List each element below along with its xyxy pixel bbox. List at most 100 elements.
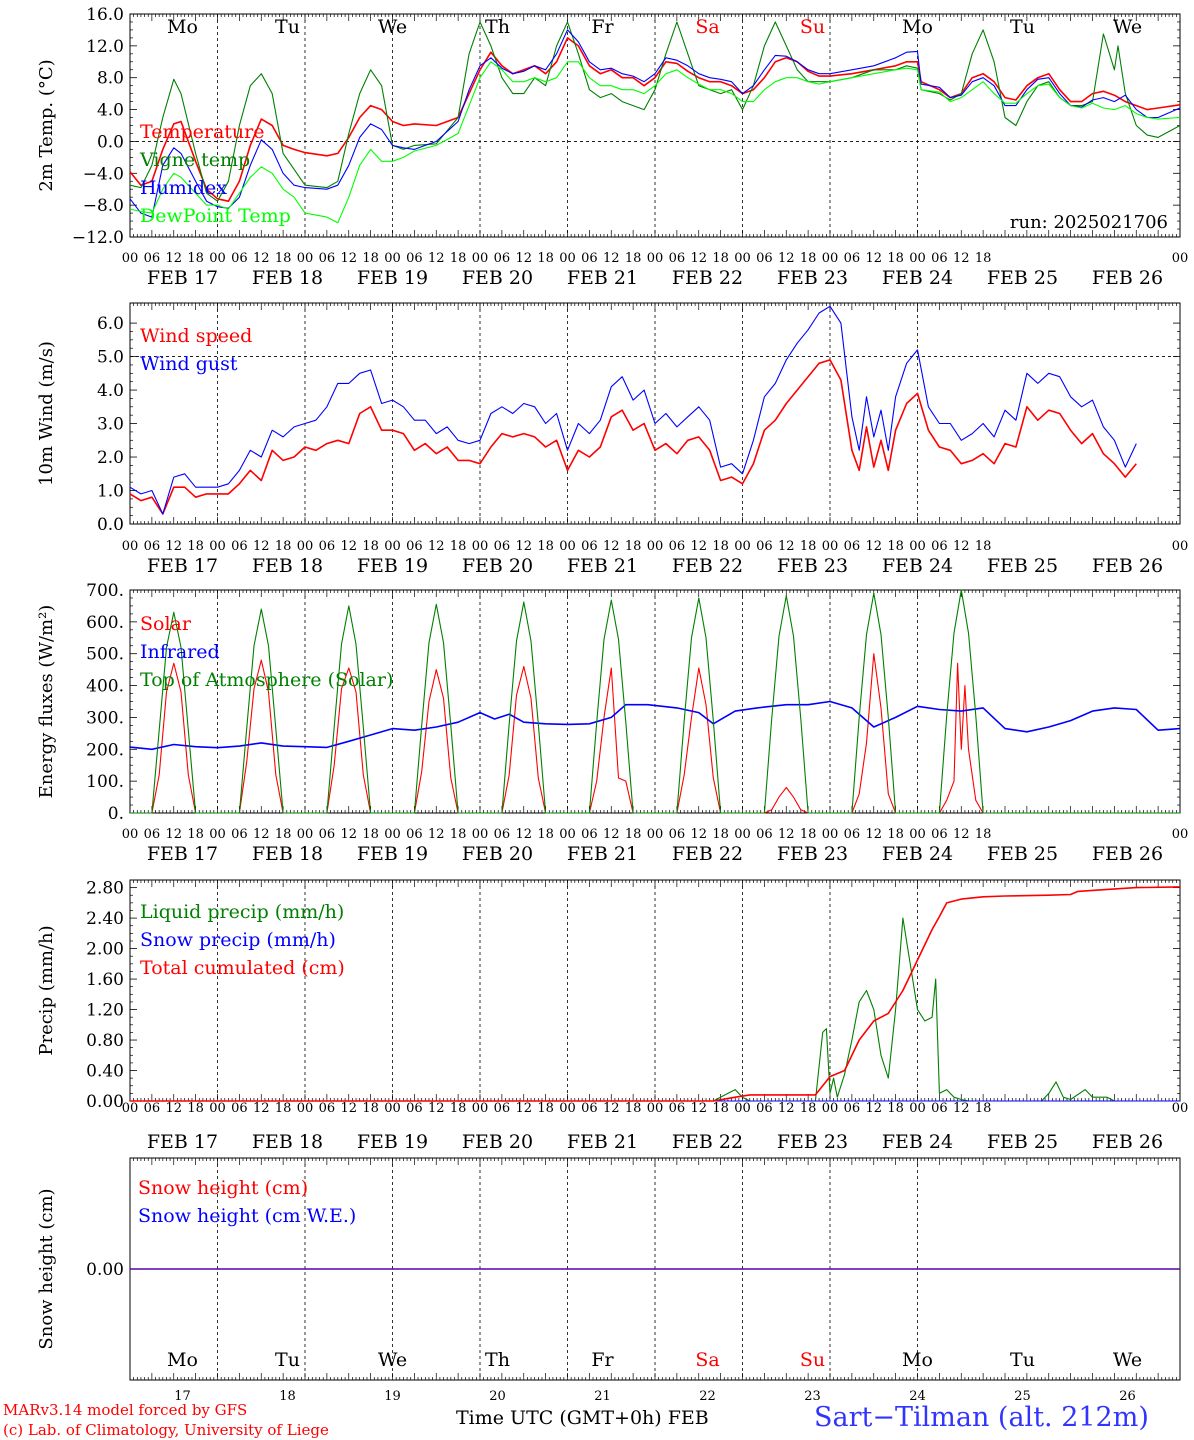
hour-tick-label: 00 <box>122 251 139 266</box>
month-label: FEB <box>667 1407 709 1429</box>
legend-label: Vigne temp <box>139 149 250 171</box>
hour-tick-label: 06 <box>669 827 686 842</box>
hour-tick-label: 06 <box>494 1101 511 1116</box>
date-label: FEB 19 <box>357 843 428 865</box>
y-tick-label: 0.0 <box>97 515 124 535</box>
hour-tick-label: 00 <box>559 1101 576 1116</box>
date-label: FEB 18 <box>252 843 323 865</box>
day-number-label: 17 <box>174 1389 191 1404</box>
y-tick-label: 5.0 <box>97 348 124 368</box>
hour-tick-label: 18 <box>887 539 904 554</box>
hour-tick-label: 18 <box>625 827 642 842</box>
day-number-label: 22 <box>699 1389 716 1404</box>
series-line-dewpoint-temp <box>129 61 1181 224</box>
y-tick-label: 200. <box>86 740 124 760</box>
day-number-label: 20 <box>489 1389 506 1404</box>
hour-tick-label: 18 <box>187 539 204 554</box>
hour-tick-label: 18 <box>362 251 379 266</box>
hour-tick-label: 06 <box>844 827 861 842</box>
hour-tick-label: 00 <box>472 539 489 554</box>
hour-tick-label: 00 <box>734 1101 751 1116</box>
hour-tick-label: 00 <box>122 1101 139 1116</box>
day-number-label: 25 <box>1014 1389 1031 1404</box>
series-line-infrared <box>129 700 1181 751</box>
hour-tick-label: 12 <box>515 827 532 842</box>
hour-tick-label: 18 <box>537 251 554 266</box>
hour-tick-label: 18 <box>187 251 204 266</box>
hour-tick-label: 00 <box>647 827 664 842</box>
weekday-label: Sa <box>695 1349 719 1371</box>
hour-tick-label: 18 <box>887 827 904 842</box>
date-label: FEB 20 <box>462 555 533 577</box>
hour-tick-label: 18 <box>625 251 642 266</box>
hour-tick-label: 06 <box>231 827 248 842</box>
hour-tick-label: 06 <box>844 539 861 554</box>
hour-tick-label: 06 <box>756 251 773 266</box>
hour-tick-label: 12 <box>865 827 882 842</box>
y-tick-label: 4.0 <box>97 381 124 401</box>
weekday-label: Fr <box>591 1349 614 1371</box>
series-line-wind-speed <box>129 359 1137 515</box>
y-tick-label: 6.0 <box>97 314 124 334</box>
hour-tick-label: 06 <box>931 539 948 554</box>
y-tick-label: 300. <box>86 708 124 728</box>
hour-tick-label: 00 <box>647 539 664 554</box>
hour-tick-label: 00 <box>297 539 314 554</box>
y-axis-title: Snow height (cm) <box>36 1188 57 1349</box>
legend-label: Total cumulated (cm) <box>140 957 345 979</box>
hour-tick-label: 00 <box>909 827 926 842</box>
hour-tick-label: 18 <box>450 827 467 842</box>
hour-tick-label: 00 <box>822 251 839 266</box>
day-number-label: 18 <box>279 1389 296 1404</box>
hour-tick-label: 00 <box>822 827 839 842</box>
hour-tick-label: 18 <box>275 1101 292 1116</box>
hour-tick-label: 18 <box>362 539 379 554</box>
hour-tick-label: 00 <box>472 827 489 842</box>
hour-tick-label: 18 <box>537 1101 554 1116</box>
panel-4: 2.80 2.40 2.00 1.60 1.20 0.80 0.40 0.00 Precip (… <box>36 879 1188 1153</box>
date-label: FEB 26 <box>1092 843 1163 865</box>
hour-tick-label: 12 <box>340 251 357 266</box>
hour-tick-label: 00 <box>297 827 314 842</box>
panel-1: 16.0 12.0 8.0 4.0 0.0 −4.0 −8.0 −12.0 2m Temp. (… <box>36 5 1188 289</box>
date-label: FEB 25 <box>987 843 1058 865</box>
hour-tick-label: 12 <box>865 251 882 266</box>
hour-tick-label: 12 <box>953 539 970 554</box>
series-line-total-cumulated-cm- <box>130 886 1181 1102</box>
hour-tick-label: 12 <box>778 539 795 554</box>
legend-label: Snow height (cm W.E.) <box>138 1205 356 1227</box>
hour-tick-label: 12 <box>165 827 182 842</box>
date-label: FEB 24 <box>882 843 953 865</box>
hour-tick-label: 12 <box>603 1101 620 1116</box>
hour-tick-label: 12 <box>865 1101 882 1116</box>
date-label: FEB 24 <box>882 1131 953 1153</box>
hour-tick-label: 06 <box>844 1101 861 1116</box>
weekday-label: Mo <box>902 16 933 38</box>
weekday-label: We <box>1113 1349 1142 1371</box>
series-line-solar <box>130 653 1180 814</box>
panel-2: 6.0 5.0 4.0 3.0 2.0 1.0 0.0 10m Wind (m/s) Wind … <box>36 302 1188 577</box>
series-line-temperature <box>129 37 1181 202</box>
day-number-label: 26 <box>1119 1389 1136 1404</box>
hour-tick-label: 00 <box>472 251 489 266</box>
hour-tick-label: 00 <box>822 539 839 554</box>
hour-tick-label: 00 <box>384 251 401 266</box>
legend-label: Liquid precip (mm/h) <box>140 901 344 923</box>
hour-tick-label: 18 <box>975 251 992 266</box>
hour-tick-label: 12 <box>165 251 182 266</box>
y-tick-label: 400. <box>86 677 124 697</box>
date-label: FEB 25 <box>987 1131 1058 1153</box>
hour-tick-label: 00 <box>822 1101 839 1116</box>
hour-tick-label: 12 <box>603 251 620 266</box>
y-tick-label: 0.0 <box>97 132 124 152</box>
hour-tick-label: 12 <box>340 827 357 842</box>
day-number-label: 21 <box>594 1389 611 1404</box>
date-label: FEB 21 <box>567 555 638 577</box>
weekday-label: Tu <box>1010 1349 1035 1371</box>
hour-tick-label: 00 <box>734 251 751 266</box>
date-label: FEB 18 <box>252 1131 323 1153</box>
hour-tick-label: 12 <box>428 251 445 266</box>
weekday-label: Mo <box>167 1349 198 1371</box>
hour-tick-label: 00 <box>472 1101 489 1116</box>
